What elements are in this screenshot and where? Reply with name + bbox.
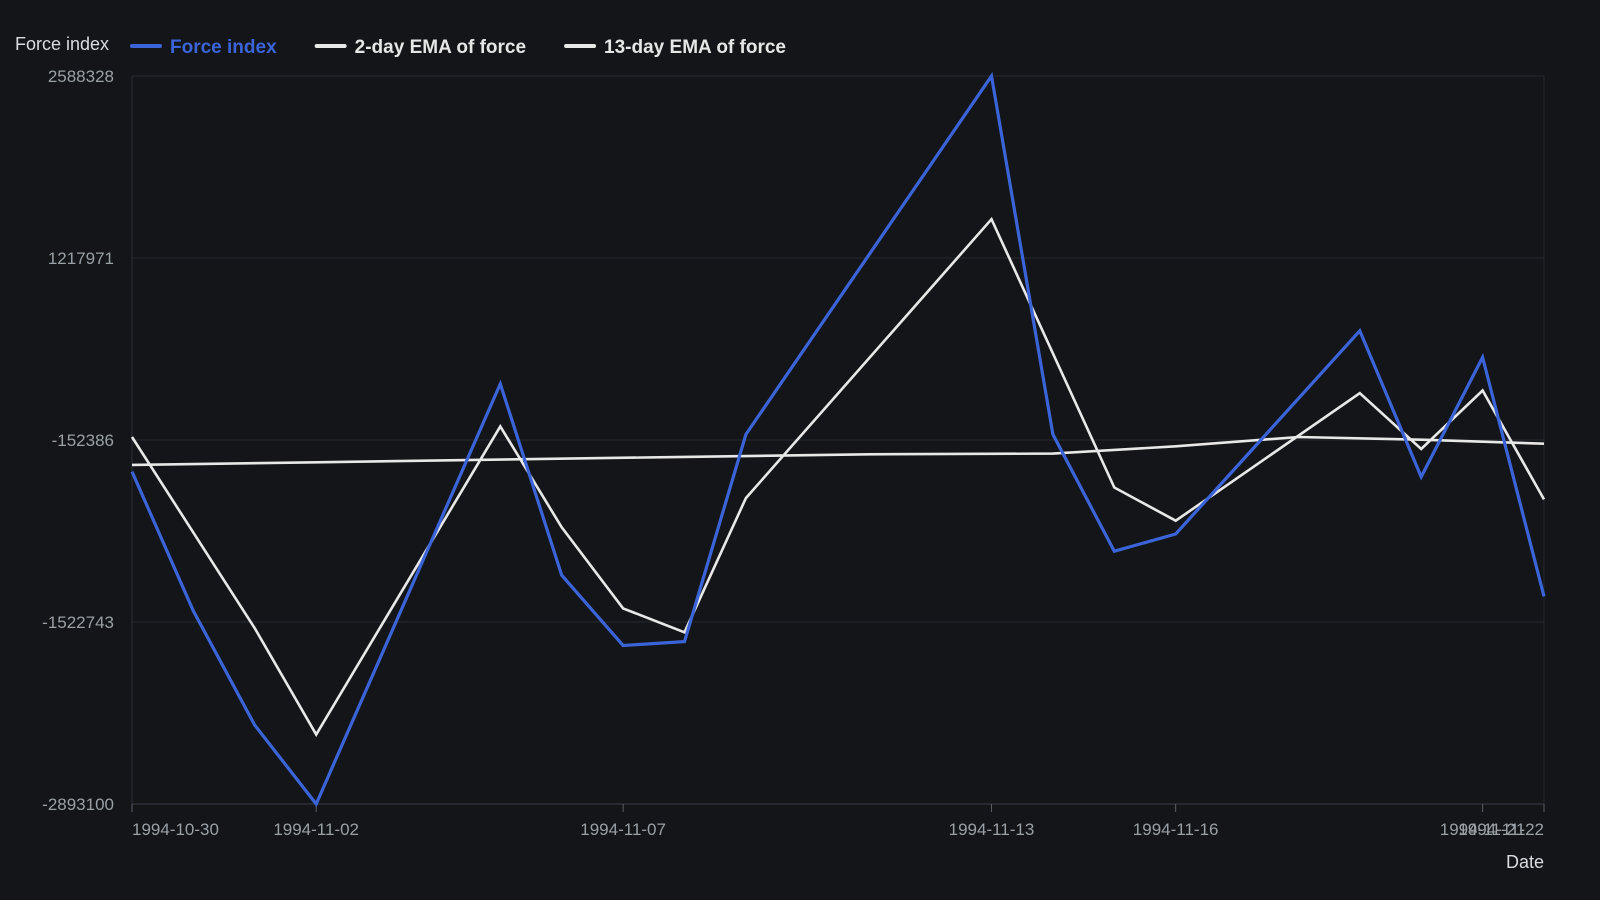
legend-item[interactable]: Force index — [130, 37, 277, 58]
y-tick-label: 1217971 — [48, 249, 114, 268]
y-tick-label: -152386 — [52, 431, 114, 450]
series-line-2-day-ema — [130, 216, 1546, 738]
y-tick-label: -2893100 — [42, 795, 114, 814]
x-axis-title: Date — [1506, 852, 1544, 872]
tick-labels: 2588328 1217971 -152386 -1522743 -2893100 199… — [15, 34, 1544, 872]
legend-label: 2-day EMA of force — [355, 37, 526, 58]
grid-lines — [132, 75, 1544, 805]
x-tick-label: 1994-11-21 — [1440, 820, 1526, 839]
x-tick-label: 1994-11-07 — [580, 820, 666, 839]
legend-label: Force index — [170, 37, 277, 58]
x-tick-label: 1994-11-16 — [1133, 820, 1219, 839]
y-axis-title: Force index — [15, 34, 109, 54]
x-tick-label: 1994-11-13 — [949, 820, 1035, 839]
legend-label: 13-day EMA of force — [604, 37, 786, 58]
series-line-13-day-ema — [131, 435, 1545, 467]
y-tick-label: -1522743 — [42, 613, 114, 632]
legend-item[interactable]: 13-day EMA of force — [564, 37, 786, 58]
y-tick-label: 2588328 — [48, 67, 114, 86]
legend: Force index 2-day EMA of force 13-day EMA … — [130, 37, 786, 58]
x-tick-label: 1994-11-02 — [273, 820, 359, 839]
x-tick-label: 1994-11-22 — [1458, 820, 1544, 839]
legend-item[interactable]: 2-day EMA of force — [314, 37, 526, 58]
x-tick-label: 1994-10-30 — [132, 820, 219, 839]
series-lines — [130, 71, 1546, 808]
axes — [131, 76, 1545, 812]
